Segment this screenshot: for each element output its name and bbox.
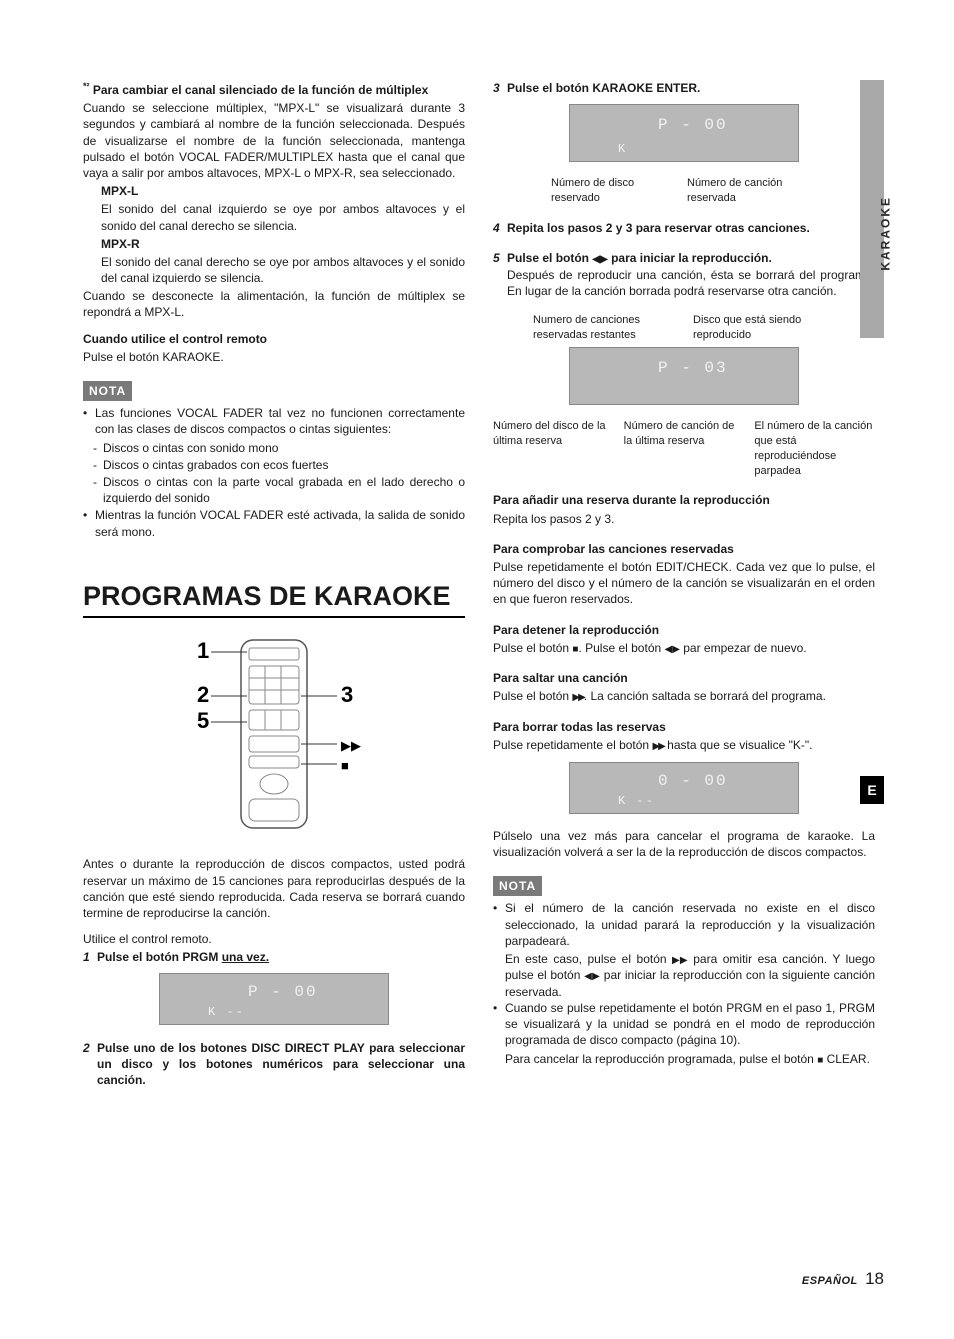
nota-item: Si el número de la canción reservada no … bbox=[493, 900, 875, 949]
title-rule bbox=[83, 616, 465, 618]
stop-heading: Para detener la reproducción bbox=[493, 622, 875, 638]
display-figure-5: P - 03 bbox=[493, 347, 875, 409]
nota-badge: NOTA bbox=[83, 381, 132, 401]
fastforward-icon bbox=[572, 689, 583, 703]
nota-item: Mientras la función VOCAL FADER esté act… bbox=[83, 507, 465, 539]
skip-body: Pulse el botón . La canción saltada se b… bbox=[493, 688, 875, 705]
multiplex-heading: *² Para cambiar el canal silenciado de l… bbox=[83, 80, 465, 98]
section-marker-e: E bbox=[860, 776, 884, 804]
nota-item: Las funciones VOCAL FADER tal vez no fun… bbox=[83, 405, 465, 437]
step-number: 3 bbox=[493, 80, 507, 96]
fastforward-icon bbox=[672, 952, 688, 966]
display-text: P - 00 bbox=[658, 115, 728, 137]
step-4: 4 Repita los pasos 2 y 3 para reservar o… bbox=[493, 220, 875, 236]
footer-lang: ESPAÑOL bbox=[802, 1275, 858, 1287]
cap-playing: Disco que está siendo reproducido bbox=[693, 313, 833, 343]
nota-subitem: Discos o cintas con sonido mono bbox=[83, 440, 465, 456]
display-text: P - 03 bbox=[658, 358, 728, 380]
skip-heading: Para saltar una canción bbox=[493, 670, 875, 686]
step-body: Pulse el botón PRGM una vez. bbox=[97, 949, 465, 965]
step-body: Pulse uno de los botones DISC DIRECT PLA… bbox=[97, 1040, 465, 1089]
clear-follow: Púlselo una vez más para cancelar el pro… bbox=[493, 828, 875, 860]
stop-body: Pulse el botón . Pulse el botón par empe… bbox=[493, 640, 875, 657]
remote-heading: Cuando utilice el control remoto bbox=[83, 331, 465, 347]
display-figure-clear: 0 - 00 K -- bbox=[493, 762, 875, 818]
mpxr-label: MPX-R bbox=[101, 236, 465, 252]
mpxl-body: El sonido del canal izquierdo se oye por… bbox=[101, 201, 465, 233]
content-columns: *² Para cambiar el canal silenciado de l… bbox=[83, 80, 884, 1088]
nota-badge: NOTA bbox=[493, 876, 542, 896]
nota-item-cont: En este caso, pulse el botón para omitir… bbox=[493, 951, 875, 1000]
remote-control-diagram: 1 2 5 3 ▶▶ ■ bbox=[159, 634, 389, 834]
cap-remaining: Numero de canciones reservadas restantes bbox=[533, 313, 673, 343]
play-icon bbox=[665, 641, 680, 655]
add-body: Repita los pasos 2 y 3. bbox=[493, 511, 875, 527]
remote-body: Pulse el botón KARAOKE. bbox=[83, 349, 465, 365]
svg-text:■: ■ bbox=[341, 758, 349, 773]
svg-text:1: 1 bbox=[197, 638, 209, 663]
display-text: 0 - 00 bbox=[658, 771, 728, 793]
check-heading: Para comprobar las canciones reservadas bbox=[493, 541, 875, 557]
multiplex-reset: Cuando se desconecte la alimentación, la… bbox=[83, 288, 465, 320]
caption-top: Numero de canciones reservadas restantes… bbox=[493, 313, 875, 343]
display-figure-3: P - 00 K bbox=[493, 104, 875, 166]
nota-subitem: Discos o cintas grabados con ecos fuerte… bbox=[83, 457, 465, 473]
check-body: Pulse repetidamente el botón EDIT/CHECK.… bbox=[493, 559, 875, 608]
step-5-follow: Después de reproducir una canción, ésta … bbox=[493, 267, 875, 299]
right-column: 3 Pulse el botón KARAOKE ENTER. P - 00 K… bbox=[493, 80, 875, 1088]
nota2-list: Si el número de la canción reservada no … bbox=[493, 900, 875, 1067]
side-tab-label: KARAOKE bbox=[878, 196, 894, 271]
remote-figure: 1 2 5 3 ▶▶ ■ bbox=[83, 634, 465, 838]
clear-heading: Para borrar todas las reservas bbox=[493, 719, 875, 735]
step-number: 1 bbox=[83, 949, 97, 965]
nota-item-cont: Para cancelar la reproducción programada… bbox=[493, 1051, 875, 1068]
cap-last-disc: Número del disco de la última reserva bbox=[493, 419, 614, 478]
svg-text:3: 3 bbox=[341, 682, 353, 707]
caption-disc: Número de disco reservado bbox=[551, 176, 671, 206]
section-title: PROGRAMAS DE KARAOKE bbox=[83, 578, 465, 614]
svg-text:5: 5 bbox=[197, 708, 209, 733]
display-text: P - 00 bbox=[248, 982, 318, 1004]
nota-list: Las funciones VOCAL FADER tal vez no fun… bbox=[83, 405, 465, 540]
use-remote: Utilice el control remoto. bbox=[83, 931, 465, 947]
step-1: 1 Pulse el botón PRGM una vez. bbox=[83, 949, 465, 965]
add-heading: Para añadir una reserva durante la repro… bbox=[493, 492, 875, 508]
play-icon bbox=[592, 251, 607, 265]
step-number: 5 bbox=[493, 250, 507, 266]
caption-song: Número de canción reservada bbox=[687, 176, 817, 206]
caption-row-3col: Número del disco de la última reserva Nú… bbox=[493, 419, 875, 478]
clear-body: Pulse repetidamente el botón hasta que s… bbox=[493, 737, 875, 754]
cap-last-song: Número de canción de la última reserva bbox=[624, 419, 745, 478]
step-body: Pulse el botón KARAOKE ENTER. bbox=[507, 80, 875, 96]
nota-item: Cuando se pulse repetidamente el botón P… bbox=[493, 1000, 875, 1049]
nota-subitem: Discos o cintas con la parte vocal graba… bbox=[83, 474, 465, 506]
step-body: Pulse el botón para iniciar la reproducc… bbox=[507, 250, 875, 267]
left-column: *² Para cambiar el canal silenciado de l… bbox=[83, 80, 465, 1088]
intro-paragraph: Antes o durante la reproducción de disco… bbox=[83, 856, 465, 921]
step-body: Repita los pasos 2 y 3 para reservar otr… bbox=[507, 220, 875, 236]
fastforward-icon bbox=[652, 738, 663, 752]
page-footer: ESPAÑOL 18 bbox=[802, 1268, 884, 1291]
step-3: 3 Pulse el botón KARAOKE ENTER. bbox=[493, 80, 875, 96]
multiplex-body: Cuando se seleccione múltiplex, "MPX-L" … bbox=[83, 100, 465, 181]
svg-text:2: 2 bbox=[197, 682, 209, 707]
cap-blink: El número de la canción que está reprodu… bbox=[754, 419, 875, 478]
footer-page: 18 bbox=[865, 1269, 884, 1288]
step-number: 2 bbox=[83, 1040, 97, 1056]
mpxr-body: El sonido del canal derecho se oye por a… bbox=[101, 254, 465, 286]
step-5: 5 Pulse el botón para iniciar la reprodu… bbox=[493, 250, 875, 267]
play-icon bbox=[584, 968, 600, 982]
mpxl-label: MPX-L bbox=[101, 183, 465, 199]
display-figure-1: P - 00 K -- bbox=[83, 973, 465, 1029]
svg-text:▶▶: ▶▶ bbox=[341, 738, 361, 753]
step-number: 4 bbox=[493, 220, 507, 236]
step-2: 2 Pulse uno de los botones DISC DIRECT P… bbox=[83, 1040, 465, 1089]
caption-row: Número de disco reservado Número de canc… bbox=[493, 176, 875, 206]
